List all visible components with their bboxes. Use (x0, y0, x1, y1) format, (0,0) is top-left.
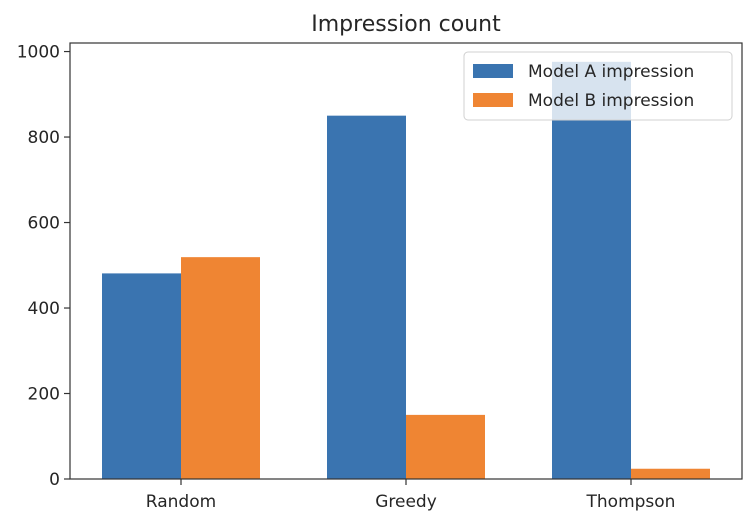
legend-label: Model B impression (528, 91, 694, 111)
x-tick-label: Thompson (586, 492, 676, 512)
y-tick-label: 200 (28, 385, 60, 405)
chart-title: Impression count (311, 12, 501, 37)
bar-random-series-2 (181, 257, 260, 479)
bars-group (102, 61, 710, 480)
bar-random-series-1 (102, 273, 181, 479)
bar-thompson-series-2 (631, 468, 710, 479)
legend: Model A impression Model B impression (463, 51, 733, 121)
bar-greedy-series-1 (327, 115, 406, 480)
y-tick-label: 0 (49, 470, 60, 490)
legend-label: Model A impression (528, 62, 694, 82)
legend-swatch (473, 93, 513, 107)
x-tick-label: Random (146, 492, 216, 512)
y-tick-label: 800 (28, 128, 60, 148)
plot-frame (69, 42, 743, 480)
x-axis: Random Greedy Thompson (146, 479, 676, 512)
bar-thompson-series-1 (552, 61, 631, 480)
legend-box (463, 51, 733, 121)
x-tick-label: Greedy (375, 492, 437, 512)
y-tick-label: 1000 (17, 43, 60, 63)
y-axis: 0 200 400 600 800 1000 (17, 43, 70, 490)
legend-swatch (473, 64, 513, 78)
bar-greedy-series-2 (406, 414, 485, 479)
y-tick-label: 600 (28, 214, 60, 234)
y-tick-label: 400 (28, 299, 60, 319)
